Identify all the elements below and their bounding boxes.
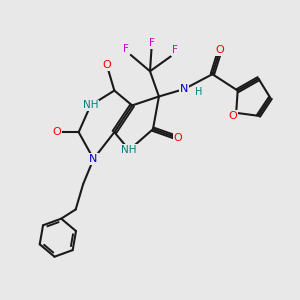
Text: F: F — [172, 45, 178, 56]
Text: O: O — [215, 45, 224, 56]
Text: NH: NH — [122, 145, 137, 155]
Text: NH: NH — [83, 100, 98, 110]
Text: O: O — [229, 111, 238, 121]
Text: O: O — [52, 127, 61, 137]
Text: N: N — [180, 84, 188, 94]
Text: N: N — [89, 154, 98, 164]
Text: F: F — [123, 44, 129, 54]
Text: F: F — [148, 38, 154, 48]
Text: O: O — [174, 133, 183, 143]
Text: H: H — [195, 87, 202, 97]
Text: O: O — [103, 60, 111, 70]
